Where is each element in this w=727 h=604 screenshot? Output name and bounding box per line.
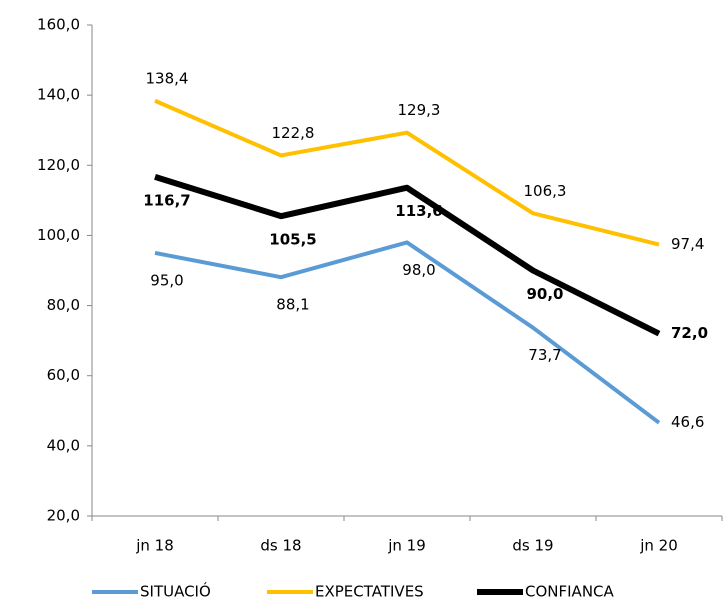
data-label: 122,8 bbox=[272, 124, 315, 142]
y-tick-label: 80,0 bbox=[47, 296, 80, 314]
data-label: 97,4 bbox=[671, 235, 704, 253]
y-tick-label: 60,0 bbox=[47, 366, 80, 384]
y-tick-label: 40,0 bbox=[47, 436, 80, 454]
data-label: 113,6 bbox=[395, 202, 442, 220]
x-tick-label: jn 19 bbox=[387, 537, 426, 555]
y-tick-label: 160,0 bbox=[37, 16, 80, 34]
series-line bbox=[154, 240, 661, 425]
data-label: 72,0 bbox=[671, 324, 708, 342]
data-label: 105,5 bbox=[269, 231, 316, 249]
data-label: 73,7 bbox=[528, 346, 561, 364]
x-tick-label: ds 18 bbox=[260, 537, 301, 555]
legend-label: SITUACIÓ bbox=[140, 582, 211, 601]
series-line bbox=[154, 98, 660, 247]
x-tick-label: jn 20 bbox=[639, 537, 678, 555]
y-tick-label: 100,0 bbox=[37, 226, 80, 244]
legend-label: EXPECTATIVES bbox=[315, 583, 424, 601]
series-line bbox=[154, 173, 661, 337]
data-label: 116,7 bbox=[143, 191, 190, 209]
x-tick-label: jn 18 bbox=[135, 537, 174, 555]
legend-label: CONFIANCA bbox=[525, 583, 615, 601]
x-tick-label: ds 19 bbox=[512, 537, 553, 555]
data-label: 95,0 bbox=[150, 271, 183, 289]
y-tick-label: 20,0 bbox=[47, 507, 80, 525]
data-label: 90,0 bbox=[526, 285, 563, 303]
y-tick-label: 120,0 bbox=[37, 156, 80, 174]
data-label: 46,6 bbox=[671, 413, 704, 431]
data-label: 129,3 bbox=[398, 101, 441, 119]
data-label: 106,3 bbox=[524, 182, 567, 200]
y-tick-label: 140,0 bbox=[37, 86, 80, 104]
data-label: 88,1 bbox=[276, 296, 309, 314]
data-label: 138,4 bbox=[146, 69, 189, 87]
data-label: 98,0 bbox=[402, 261, 435, 279]
